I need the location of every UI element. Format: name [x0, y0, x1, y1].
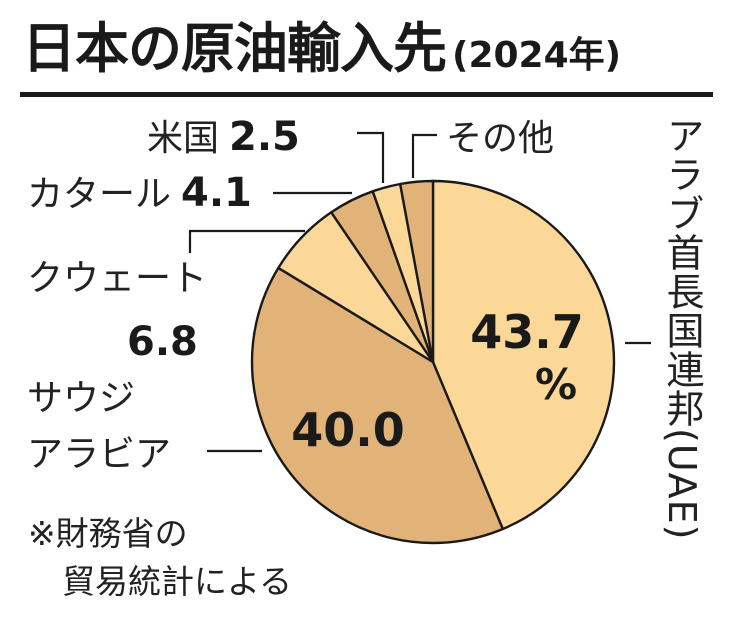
- label-kuwait: クウェート: [27, 258, 207, 299]
- leader-line-kuwait: [188, 229, 305, 253]
- slice-value-saudi: 40.0: [291, 403, 405, 457]
- label-usa: 米国 2.5: [147, 114, 300, 160]
- label-saudi-line1: サウジ: [27, 378, 135, 419]
- leader-line-other: [411, 133, 437, 178]
- value-kuwait: 6.8: [127, 319, 198, 365]
- slice-saudi: [250, 266, 504, 545]
- slice-other: [399, 179, 435, 364]
- leader-line-usa: [357, 131, 385, 183]
- source-note: ※財務省の 貿易統計による: [28, 510, 388, 606]
- title-divider: [20, 92, 713, 97]
- label-other: その他: [446, 118, 554, 159]
- chart-title-area: 日本の原油輸入先 (2024年): [22, 14, 712, 84]
- chart-title: 日本の原油輸入先: [22, 17, 447, 80]
- label-uae-vertical: アラブ首長国連邦(UAE): [660, 116, 704, 540]
- pie-slices: [250, 179, 616, 545]
- label-saudi-line2: アラビア: [27, 434, 171, 475]
- source-note-line2: 貿易統計による: [62, 562, 293, 601]
- slice-value-uae: 43.7: [470, 305, 584, 359]
- label-qatar: カタール 4.1: [27, 170, 252, 216]
- source-note-line1: ※財務省の: [28, 514, 188, 553]
- chart-subtitle: (2024年): [452, 35, 622, 76]
- leader-lines: [188, 131, 651, 453]
- slice-uae: [431, 179, 616, 531]
- slice-unit-uae: %: [535, 360, 577, 409]
